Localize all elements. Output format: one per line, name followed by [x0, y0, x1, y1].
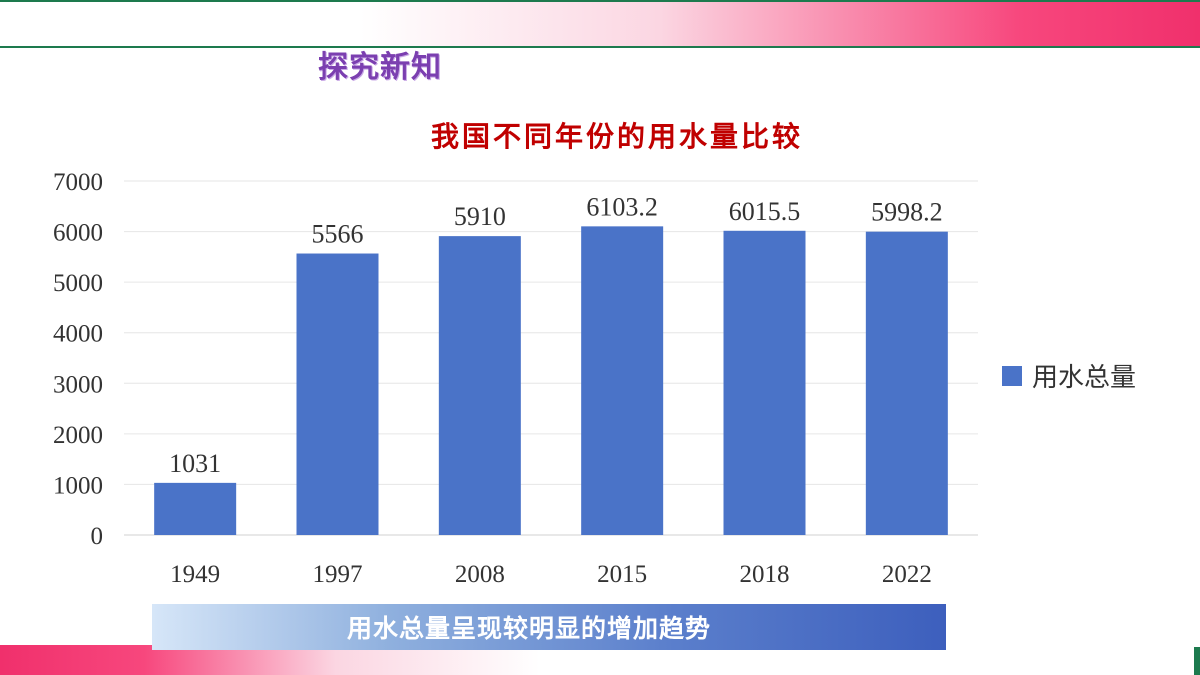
- y-tick-label: 2000: [53, 422, 103, 449]
- bar-2018: [723, 230, 806, 535]
- caption-text: 用水总量呈现较明显的增加趋势: [346, 614, 711, 643]
- y-tick-label: 4000: [53, 321, 103, 348]
- bar-2015: [581, 226, 664, 535]
- x-tick-label-2008: 2008: [455, 561, 505, 588]
- x-tick-label-2018: 2018: [740, 561, 790, 588]
- legend-label: 用水总量: [1032, 363, 1136, 393]
- section-title: 探究新知: [318, 50, 442, 85]
- x-tick-label-1949: 1949: [170, 561, 220, 588]
- data-label-1949: 1031: [169, 449, 221, 478]
- y-tick-label: 3000: [53, 371, 103, 398]
- y-tick-label: 7000: [53, 169, 103, 196]
- y-axis-tick-labels: 0 1000 2000 3000 4000 5000 6000 7000: [53, 169, 103, 550]
- bottom-decorative-bar: [0, 645, 1200, 675]
- bar-2022: [865, 231, 948, 535]
- data-label-2008: 5910: [454, 202, 506, 231]
- bars: [154, 226, 948, 536]
- x-tick-label-1997: 1997: [313, 561, 363, 588]
- chart-title: 我国不同年份的用水量比较: [431, 120, 803, 153]
- top-green-line: [0, 0, 1200, 2]
- bar-1997: [296, 253, 379, 536]
- caption-banner: 用水总量呈现较明显的增加趋势: [152, 604, 946, 650]
- top-green-underline: [0, 46, 1200, 48]
- bar-1949: [154, 482, 237, 535]
- data-label-1997: 5566: [312, 220, 364, 249]
- bar-2008: [438, 236, 521, 535]
- y-tick-label: 1000: [53, 472, 103, 499]
- y-tick-label: 5000: [53, 270, 103, 297]
- legend: 用水总量: [1002, 363, 1136, 393]
- x-tick-label-2015: 2015: [597, 561, 647, 588]
- legend-swatch: [1002, 366, 1022, 386]
- top-decorative-bar: [0, 0, 1200, 46]
- gridlines: [124, 180, 978, 536]
- data-labels: 1031 5566 5910 6103.2 6015.5 5998.2: [169, 192, 942, 478]
- y-tick-label: 0: [91, 523, 104, 550]
- x-tick-label-2022: 2022: [882, 561, 932, 588]
- bottom-green-accent: [1194, 647, 1200, 675]
- x-axis-tick-labels: 1949 1997 2008 2015 2018 2022: [170, 561, 932, 588]
- y-tick-label: 6000: [53, 220, 103, 247]
- data-label-2018: 6015.5: [729, 197, 801, 226]
- data-label-2022: 5998.2: [871, 198, 943, 227]
- data-label-2015: 6103.2: [586, 192, 658, 221]
